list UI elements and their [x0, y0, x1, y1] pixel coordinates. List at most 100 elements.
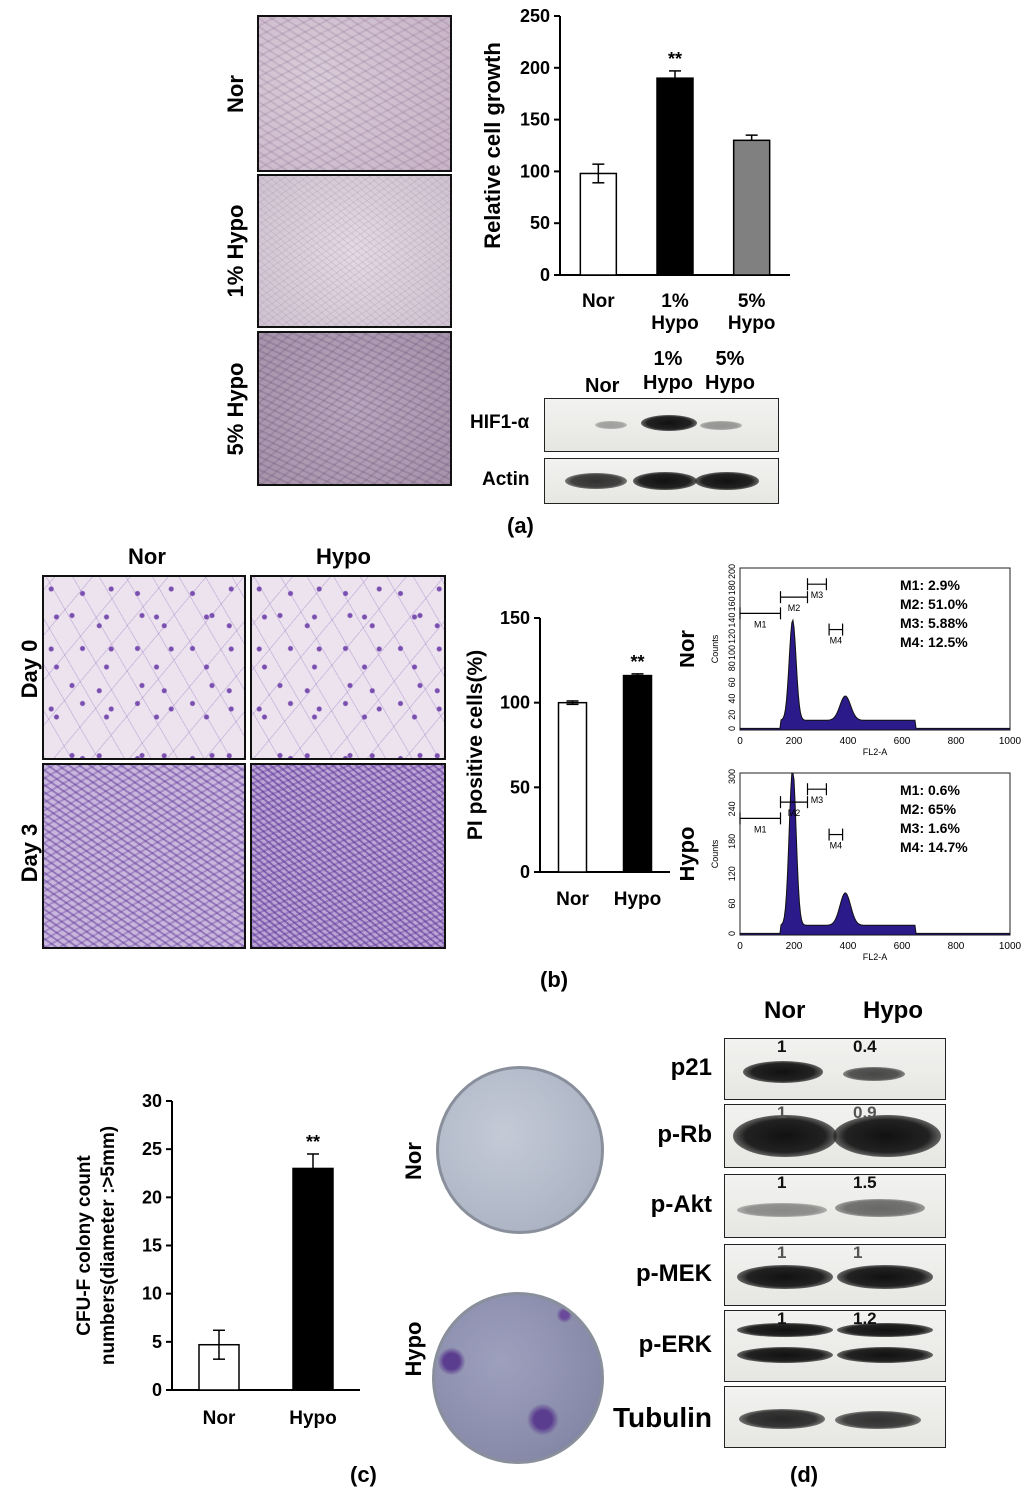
gate-stat: M4: 14.7% [900, 839, 968, 855]
band [737, 1203, 827, 1217]
y-tick-label: 60 [727, 677, 737, 687]
x-tick-label: Nor [582, 291, 615, 312]
row-label-tubulin: Tubulin [613, 1402, 712, 1433]
band [737, 1347, 833, 1363]
gate-stat: M1: 0.6% [900, 782, 960, 798]
row-label-p-erk: p-ERK [638, 1331, 712, 1358]
x-tick-label: 400 [840, 941, 857, 952]
y-axis-label: numbers(diameter :>5mm) [98, 1126, 119, 1365]
band [737, 1323, 833, 1337]
x-axis-label: FL2-A [863, 952, 888, 962]
y-tick-label: 60 [727, 899, 737, 909]
y-tick-label: 0 [540, 265, 550, 285]
quantification-value: 1 [777, 1243, 787, 1262]
wb-a-row-actin: Actin [482, 469, 530, 490]
row-label-p-akt: p-Akt [650, 1191, 712, 1218]
x-tick-label: 800 [948, 736, 965, 747]
band [837, 1265, 933, 1289]
y-tick-label: 80 [727, 661, 737, 671]
x-tick-label: 0 [737, 736, 743, 747]
micrograph-5pct-hypo [257, 331, 452, 486]
row-label-day0: Day 0 [17, 639, 42, 699]
y-tick-label: 5 [152, 1332, 162, 1352]
wb-d-lane-nor: Nor [764, 997, 806, 1024]
x-axis-label: FL2-A [863, 747, 888, 757]
y-tick-label: 150 [500, 608, 530, 628]
wb-a-lane-1pct: 1% Hypo [643, 348, 693, 394]
culture-plate-hypo [432, 1292, 604, 1464]
y-tick-label: 0 [727, 726, 737, 731]
condition-label: Nor [680, 630, 699, 668]
gate-stat: M4: 12.5% [900, 634, 968, 650]
wb-a-row-hif1a: HIF1-α [470, 412, 530, 433]
y-tick-label: 120 [727, 629, 737, 644]
x-tick-label: 800 [948, 941, 965, 952]
y-tick-label: 40 [727, 694, 737, 704]
quantification-value: 1 [777, 1309, 787, 1328]
bar-0 [579, 172, 618, 276]
y-tick-label: 100 [727, 645, 737, 660]
wb-d-lane-hypo: Hypo [863, 997, 923, 1024]
band [837, 1347, 933, 1363]
band [843, 1067, 905, 1081]
plot-frame [739, 567, 1011, 731]
x-tick-label: 0 [737, 941, 743, 952]
x-tick-label: 5% [738, 291, 766, 312]
band [565, 473, 627, 489]
blot-p21: 1 0.4 [724, 1037, 946, 1100]
y-tick-label: 180 [727, 834, 737, 849]
micrograph-1pct-hypo [257, 174, 452, 328]
y-tick-label: 0 [152, 1380, 162, 1400]
gate-label: M2 [788, 808, 801, 818]
y-tick-label: 160 [727, 596, 737, 611]
culture-plate-nor [436, 1066, 604, 1234]
x-tick-label: 400 [840, 736, 857, 747]
y-tick-label: 200 [727, 564, 737, 579]
band [835, 1199, 925, 1217]
y-tick-label: 120 [727, 866, 737, 881]
image-label-1pct-hypo: 1% Hypo [223, 204, 248, 298]
image-label-nor: Nor [223, 75, 248, 113]
y-tick-label: 100 [500, 693, 530, 713]
row-label-p-mek: p-MEK [636, 1260, 712, 1287]
y-tick-label: 180 [727, 580, 737, 595]
quantification-value: 1 [777, 1173, 787, 1192]
y-tick-label: 0 [520, 862, 530, 882]
row-label-p21: p21 [670, 1054, 712, 1081]
gate-stat: M2: 65% [900, 801, 957, 817]
quantification-value: 1.5 [853, 1173, 877, 1192]
band [837, 1323, 933, 1337]
histogram [739, 618, 1011, 731]
y-axis-label: Counts [710, 634, 720, 663]
gate-stat: M3: 5.88% [900, 615, 968, 631]
band [700, 421, 742, 430]
gate-label: M2 [788, 603, 801, 613]
y-axis-label: CFU-F colony count [74, 1155, 95, 1336]
band [733, 1115, 837, 1157]
x-tick-label: 1% [661, 291, 689, 312]
y-tick-label: 10 [142, 1284, 162, 1304]
bar-0 [557, 701, 588, 873]
y-tick-label: 30 [142, 1091, 162, 1111]
significance-label: ** [668, 49, 682, 69]
row-label-p-rb: p-Rb [657, 1121, 712, 1148]
bar-chart-cfu-f: 0 5 10 15 20 25 30 Nor ** Hypo CFU-F colony count n… [74, 1091, 360, 1429]
caption-b: (b) [540, 967, 569, 992]
quantification-value: 1 [777, 1103, 787, 1122]
x-tick-label: 600 [894, 941, 911, 952]
band [737, 1265, 833, 1289]
gate-label: M3 [811, 795, 824, 805]
y-tick-label: 300 [727, 769, 737, 784]
flow-histogram-hypo: 0 60 120 180 240 300 0 200 400 600 800 1000 FL2-A Cou… [680, 769, 1022, 962]
y-tick-label: 240 [727, 801, 737, 816]
x-tick-label: Nor [556, 889, 589, 910]
band [739, 1409, 825, 1429]
x-tick-label: 1000 [999, 941, 1022, 952]
image-label-5pct-hypo: 5% Hypo [223, 362, 248, 456]
bar-1 [292, 1167, 334, 1391]
y-tick-label: 150 [520, 110, 550, 130]
band [641, 415, 697, 431]
micrograph-nor [257, 15, 452, 172]
